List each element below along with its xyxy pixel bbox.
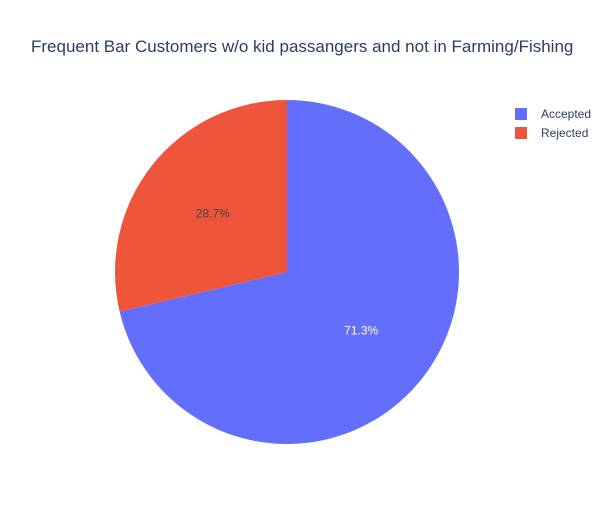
slice-label-accepted: 71.3% (344, 324, 378, 338)
legend: Accepted Rejected (515, 107, 591, 140)
legend-item-rejected[interactable]: Rejected (515, 126, 588, 140)
chart-title: Frequent Bar Customers w/o kid passanger… (31, 37, 573, 56)
pie-slices (115, 100, 459, 444)
pie-slice-rejected (115, 100, 287, 312)
legend-swatch-rejected (515, 127, 527, 139)
slice-label-rejected: 28.7% (196, 206, 230, 220)
legend-label-accepted: Accepted (541, 107, 591, 121)
legend-swatch-accepted (515, 108, 527, 120)
pie-slice-accepted (119, 100, 459, 444)
legend-label-rejected: Rejected (541, 126, 588, 140)
legend-item-accepted[interactable]: Accepted (515, 107, 591, 121)
pie-slice-labels: 71.3% 28.7% (196, 206, 379, 337)
